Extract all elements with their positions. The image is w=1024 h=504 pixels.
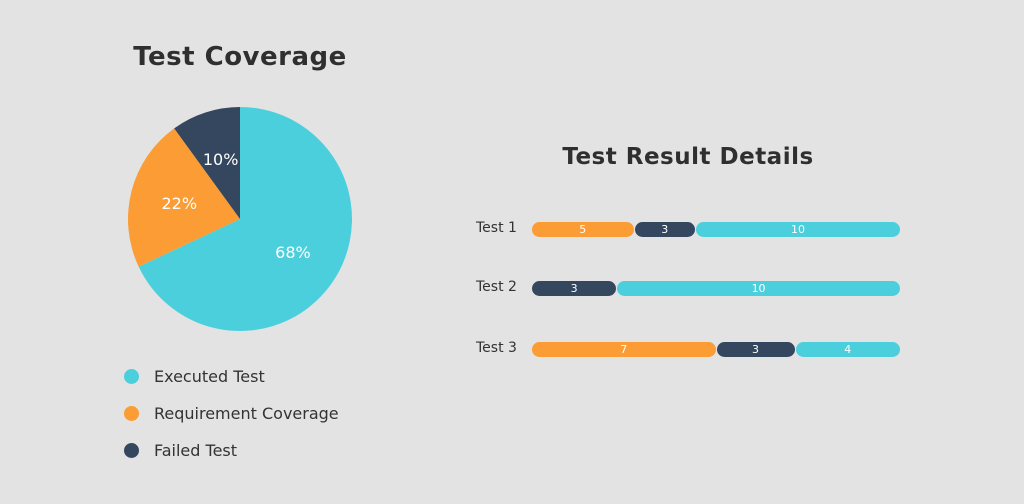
legend-swatch-executed [124,369,139,384]
bar-segment-cyan: 10 [696,222,900,237]
test-row-1: Test 1 5 3 10 [476,220,901,238]
legend-item-requirement-coverage: Requirement Coverage [124,395,339,432]
pie-slice-label: 22% [161,194,197,213]
legend-label: Failed Test [154,441,238,460]
test-row-label: Test 3 [476,340,517,356]
test-row-2: Test 2 3 10 [476,279,901,297]
bar-segment-orange: 7 [532,342,716,357]
bar-segment-cyan: 4 [795,342,900,357]
pie-slice-failed-test [174,107,240,219]
bar-segment-navy: 3 [634,222,695,237]
legend-label: Requirement Coverage [154,404,339,423]
pie-chart-title: Test Coverage [133,42,347,72]
test-row-label: Test 2 [476,279,517,295]
pie-legend: Executed Test Requirement Coverage Faile… [124,358,339,469]
bar-chart-title: Test Result Details [562,144,814,170]
legend-swatch-failed [124,443,139,458]
bar-segment-navy: 3 [532,281,617,296]
legend-item-executed-test: Executed Test [124,358,339,395]
legend-label: Executed Test [154,367,265,386]
legend-item-failed-test: Failed Test [124,432,339,469]
bar-segment-navy: 3 [716,342,795,357]
legend-swatch-requirement [124,406,139,421]
bar-segment-orange: 5 [532,222,634,237]
pie-slice-label: 68% [275,243,311,262]
pie-slice-executed-test [138,107,352,331]
pie-slice-requirement-coverage [127,128,240,267]
pie-slice-label: 10% [203,150,239,169]
test-row-label: Test 1 [476,220,517,236]
bar-segment-cyan: 10 [617,281,900,296]
